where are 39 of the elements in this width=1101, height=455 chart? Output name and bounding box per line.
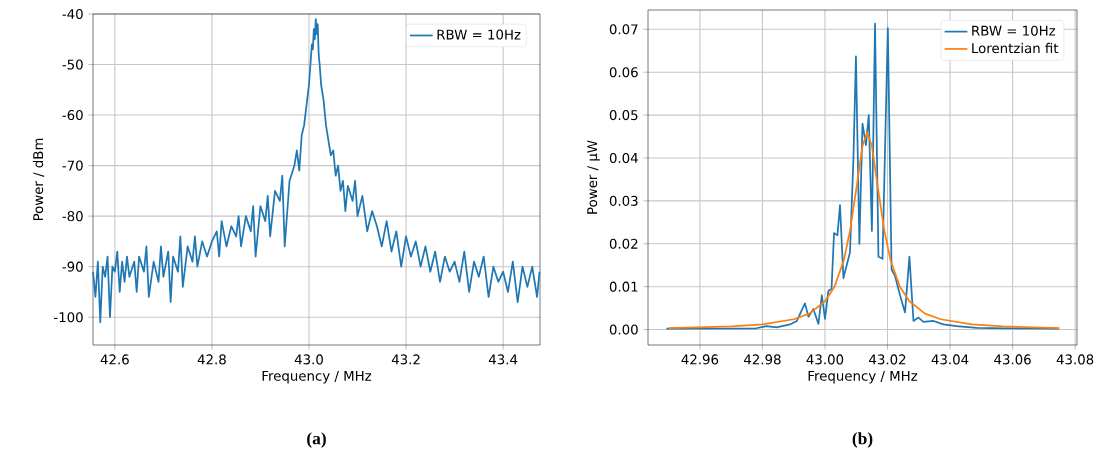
x-axis-title: Frequency / MHz [808, 370, 918, 384]
x-tick-label: 43.00 [806, 354, 844, 365]
x-tick-label: 43.0 [294, 354, 323, 365]
legend-label: Lorentzian fit [972, 42, 1059, 54]
y-tick-label: -40 [62, 8, 83, 20]
y-tick-label: 0.01 [609, 281, 638, 292]
x-tick-label: 43.2 [391, 354, 420, 365]
y-tick-label: 0.04 [609, 152, 638, 164]
x-tick-label: 42.96 [681, 354, 719, 365]
y-tick-label: 0.06 [609, 67, 638, 78]
x-tick-label: 43.08 [1056, 354, 1094, 365]
y-axis-title: Power / dBm [32, 138, 45, 221]
y-tick-label: 0.07 [609, 24, 638, 35]
text: (a) [307, 432, 326, 448]
y-axis-title: Power / µW [587, 140, 600, 214]
y-tick-label: -50 [62, 59, 83, 70]
y-tick-label: 0.02 [609, 238, 638, 249]
x-tick-label: 43.06 [994, 354, 1031, 365]
y-tick-label: -80 [62, 211, 83, 222]
x-tick-label: 43.02 [869, 354, 906, 365]
line-series [667, 131, 1061, 329]
y-tick-label: 0.05 [609, 110, 638, 121]
y-tick-label: 0.03 [609, 195, 638, 206]
y-tick-label: -60 [62, 110, 83, 121]
x-tick-label: 42.98 [744, 354, 781, 365]
y-tick-label: -90 [62, 261, 83, 272]
line-series [92, 18, 541, 324]
x-tick-label: 42.6 [100, 354, 129, 365]
y-tick-label: -100 [54, 312, 83, 323]
x-axis-title: Frequency / MHz [262, 370, 372, 384]
legend-label: RBW = 10Hz [437, 29, 521, 40]
y-tick-label: 0.00 [609, 324, 638, 335]
x-tick-label: 42.8 [197, 354, 226, 365]
x-tick-label: 43.4 [488, 354, 518, 365]
legend-label: RBW = 10Hz [972, 25, 1056, 36]
y-tick-label: -70 [62, 160, 83, 171]
line-series [665, 22, 1060, 330]
x-tick-label: 43.04 [931, 354, 969, 365]
text: (b) [852, 432, 873, 448]
